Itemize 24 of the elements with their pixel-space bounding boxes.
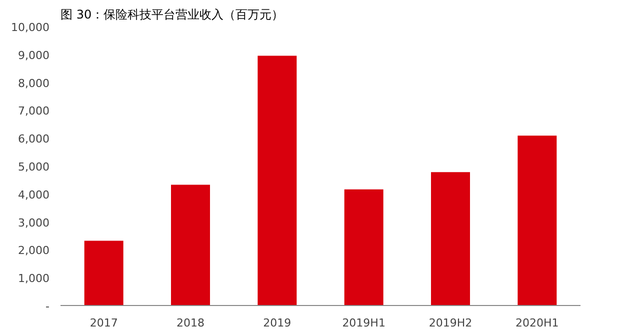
- y-tick-label: 2,000: [18, 244, 50, 258]
- y-tick-label: 5,000: [18, 160, 50, 174]
- y-tick-label: 7,000: [18, 104, 50, 118]
- x-tick-label: 2019: [263, 316, 292, 330]
- chart-title: 图 30：保险科技平台营业收入（百万元）: [60, 8, 284, 22]
- bar: [518, 136, 557, 306]
- y-tick-label: 6,000: [18, 132, 50, 146]
- y-tick-label: 10,000: [11, 21, 50, 34]
- bar: [431, 172, 470, 306]
- bar: [344, 189, 384, 306]
- bar: [171, 184, 210, 306]
- bar: [258, 56, 297, 306]
- y-tick-label: 1,000: [18, 272, 50, 286]
- x-tick-label: 2020H1: [516, 316, 559, 330]
- y-tick-label: 4,000: [18, 188, 50, 202]
- bar: [84, 240, 124, 306]
- x-tick-label: 2017: [90, 316, 118, 330]
- x-tick-label: 2019H1: [342, 316, 386, 330]
- y-tick-label: -: [46, 300, 50, 313]
- y-tick-label: 9,000: [18, 48, 50, 62]
- x-tick-label: 2019H2: [428, 316, 472, 330]
- y-tick-label: 3,000: [18, 216, 50, 230]
- y-tick-label: 8,000: [18, 76, 50, 90]
- x-tick-label: 2018: [176, 316, 205, 330]
